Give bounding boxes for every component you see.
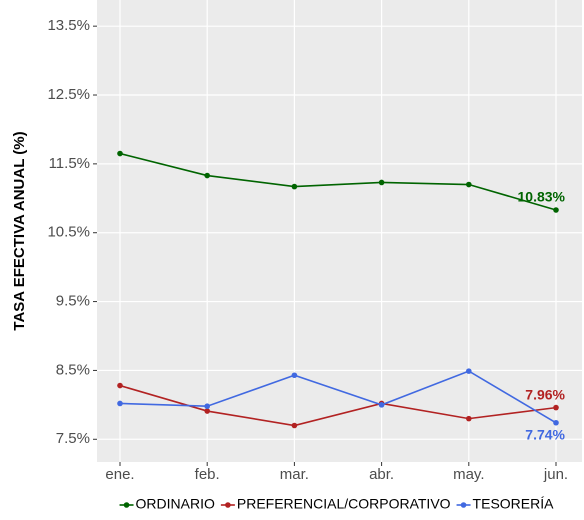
y-tick-label: 11.5% — [49, 155, 90, 172]
point — [291, 183, 298, 190]
legend-swatch — [123, 502, 130, 508]
y-tick-label: 7.5% — [56, 430, 90, 447]
legend-key: PREFERENCIAL/CORPORATIVO — [220, 496, 451, 512]
point — [466, 368, 472, 374]
value-label: 10.83% — [518, 189, 566, 205]
point — [553, 404, 559, 411]
legend-swatch — [225, 502, 231, 508]
point — [117, 382, 123, 389]
point — [204, 403, 210, 410]
y-tick-label: 13.5% — [47, 17, 90, 34]
point — [466, 415, 472, 422]
legend-key: TESORERÍA — [456, 496, 555, 512]
legend-swatch — [460, 502, 467, 508]
point — [204, 408, 210, 414]
y-axis-title: TASA EFECTIVA ANUAL (%) — [11, 131, 28, 330]
y-tick-label: 12.5% — [47, 86, 90, 103]
panel — [97, 0, 582, 462]
series-line — [119, 370, 557, 424]
point — [553, 207, 559, 213]
y-tick-label: 9.5% — [56, 293, 90, 310]
point — [204, 172, 210, 179]
point — [466, 181, 472, 188]
x-tick-label: abr. — [369, 466, 394, 483]
point — [117, 150, 123, 157]
x-tick-label: mar. — [280, 466, 309, 483]
point — [291, 422, 298, 429]
series-line — [119, 152, 557, 211]
y-tick-label: 10.5% — [47, 224, 90, 241]
x-tick-label: jun. — [543, 466, 568, 483]
point — [378, 179, 385, 186]
point — [378, 402, 385, 408]
point — [117, 400, 123, 407]
x-tick-label: may. — [453, 466, 484, 483]
x-tick-label: feb. — [195, 466, 220, 483]
value-label: 7.74% — [525, 426, 565, 442]
legend: ORDINARIO PREFERENCIAL/CORPORATIVO TESORER… — [119, 496, 555, 512]
legend-key: ORDINARIO — [119, 496, 215, 512]
x-tick-label: ene. — [105, 466, 134, 483]
series-line — [119, 384, 557, 427]
point — [291, 372, 298, 379]
legend-label: PREFERENCIAL/CORPORATIVO — [237, 496, 451, 512]
point — [553, 419, 559, 426]
legend-label: TESORERÍA — [473, 496, 555, 512]
y-tick-label: 8.5% — [56, 361, 90, 378]
value-label: 7.96% — [525, 386, 565, 402]
legend-label: ORDINARIO — [136, 496, 215, 512]
